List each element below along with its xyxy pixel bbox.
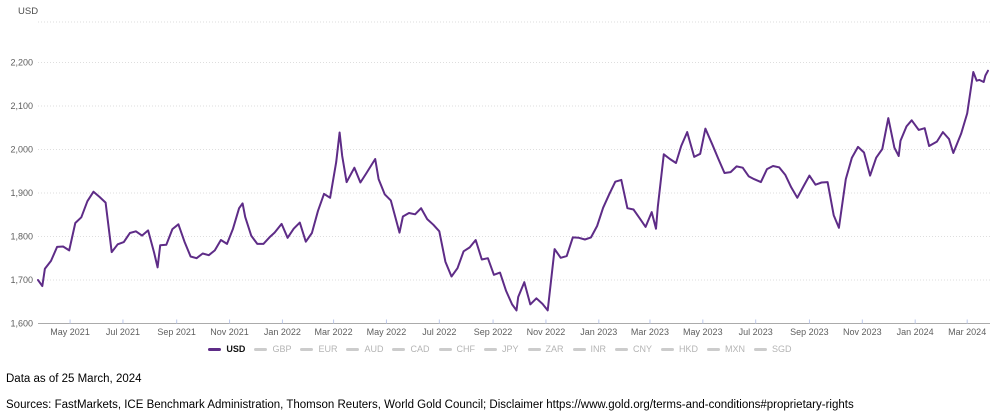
legend-item-hkd[interactable]: HKD [661,344,698,354]
legend-dash-icon [484,347,497,351]
legend-item-mxn[interactable]: MXN [707,344,745,354]
legend-dash-icon [572,347,586,351]
legend-item-jpy[interactable]: JPY [484,344,519,354]
price-chart-canvas: 1,600 1,700 1,800 1,900 2,000 2,100 2,200 May 2… [10,21,990,337]
legend-dash-icon [527,347,541,351]
legend-item-label: AUD [364,344,384,354]
legend-item-eur[interactable]: EUR [300,344,337,354]
chart-legend: USD GBP EUR AUD CAD CHF JPY ZAR INR CNY HKD MXN SGD [0,344,1000,354]
legend-item-label: GBP [272,344,292,354]
y-tick-label: 2,100 [10,101,33,111]
legend-item-label: CHF [456,344,476,354]
legend-dash-icon [254,347,268,351]
x-tick-label: Mar 2024 [948,327,986,337]
x-tick-label: May 2021 [50,327,90,337]
legend-dash-icon [438,347,452,351]
y-tick-label: 2,000 [10,144,33,154]
legend-dash-icon [392,347,406,351]
x-tick-label: Jan 2022 [264,327,301,337]
legend-dash-icon [300,347,314,351]
x-tick-label: Nov 2023 [843,327,882,337]
x-tick-label: May 2022 [367,327,407,337]
legend-item-chf[interactable]: CHF [438,344,476,354]
y-tick-label: 1,600 [10,319,33,329]
legend-item-zar[interactable]: ZAR [527,344,564,354]
legend-item-label: CNY [633,344,653,354]
sources-text: Sources: FastMarkets, ICE Benchmark Admi… [6,399,854,411]
legend-dash-icon [707,347,721,351]
legend-item-inr[interactable]: INR [572,344,607,354]
x-tick-label: Jul 2022 [422,327,456,337]
x-tick-label: Mar 2023 [631,327,669,337]
legend-item-label: MXN [725,344,746,354]
legend-item-label: HKD [679,344,699,354]
x-tick-label: Mar 2022 [315,327,353,337]
legend-item-label: EUR [318,344,338,354]
legend-item-label: ZAR [545,344,564,354]
legend-item-label: CAD [410,344,430,354]
legend-item-label: JPY [502,344,519,354]
legend-item-label: USD [226,344,246,354]
x-tick-label: Nov 2021 [210,327,249,337]
legend-item-gbp[interactable]: GBP [254,344,291,354]
legend-item-sgd[interactable]: SGD [754,344,792,354]
legend-item-aud[interactable]: AUD [346,344,383,354]
y-tick-label: 1,700 [10,275,33,285]
usd-price-line [37,69,989,312]
legend-item-label: SGD [772,344,792,354]
x-tick-label: Sep 2022 [474,327,513,337]
y-axis-title: USD [18,6,39,17]
legend-dash-icon [661,347,675,351]
x-tick-label: Sep 2023 [790,327,829,337]
legend-dash-icon [346,347,360,351]
legend-item-cny[interactable]: CNY [615,344,652,354]
x-tick-label: May 2023 [683,327,723,337]
y-tick-label: 1,900 [10,188,33,198]
legend-dash-icon [615,347,629,351]
legend-dash-icon [208,347,222,351]
x-tick-label: Nov 2022 [527,327,566,337]
legend-item-label: INR [590,344,607,354]
x-tick-label: Jan 2024 [897,327,934,337]
data-as-of-text: Data as of 25 March, 2024 [6,373,142,385]
legend-item-usd[interactable]: USD [208,344,245,354]
legend-dash-icon [754,347,768,351]
x-tick-label: Jul 2021 [106,327,140,337]
x-tick-label: Jul 2023 [739,327,773,337]
x-tick-label: Jan 2023 [580,327,617,337]
legend-item-cad[interactable]: CAD [392,344,430,354]
y-tick-label: 1,800 [10,231,33,241]
y-tick-label: 2,200 [10,57,33,67]
x-tick-label: Sep 2021 [157,327,196,337]
